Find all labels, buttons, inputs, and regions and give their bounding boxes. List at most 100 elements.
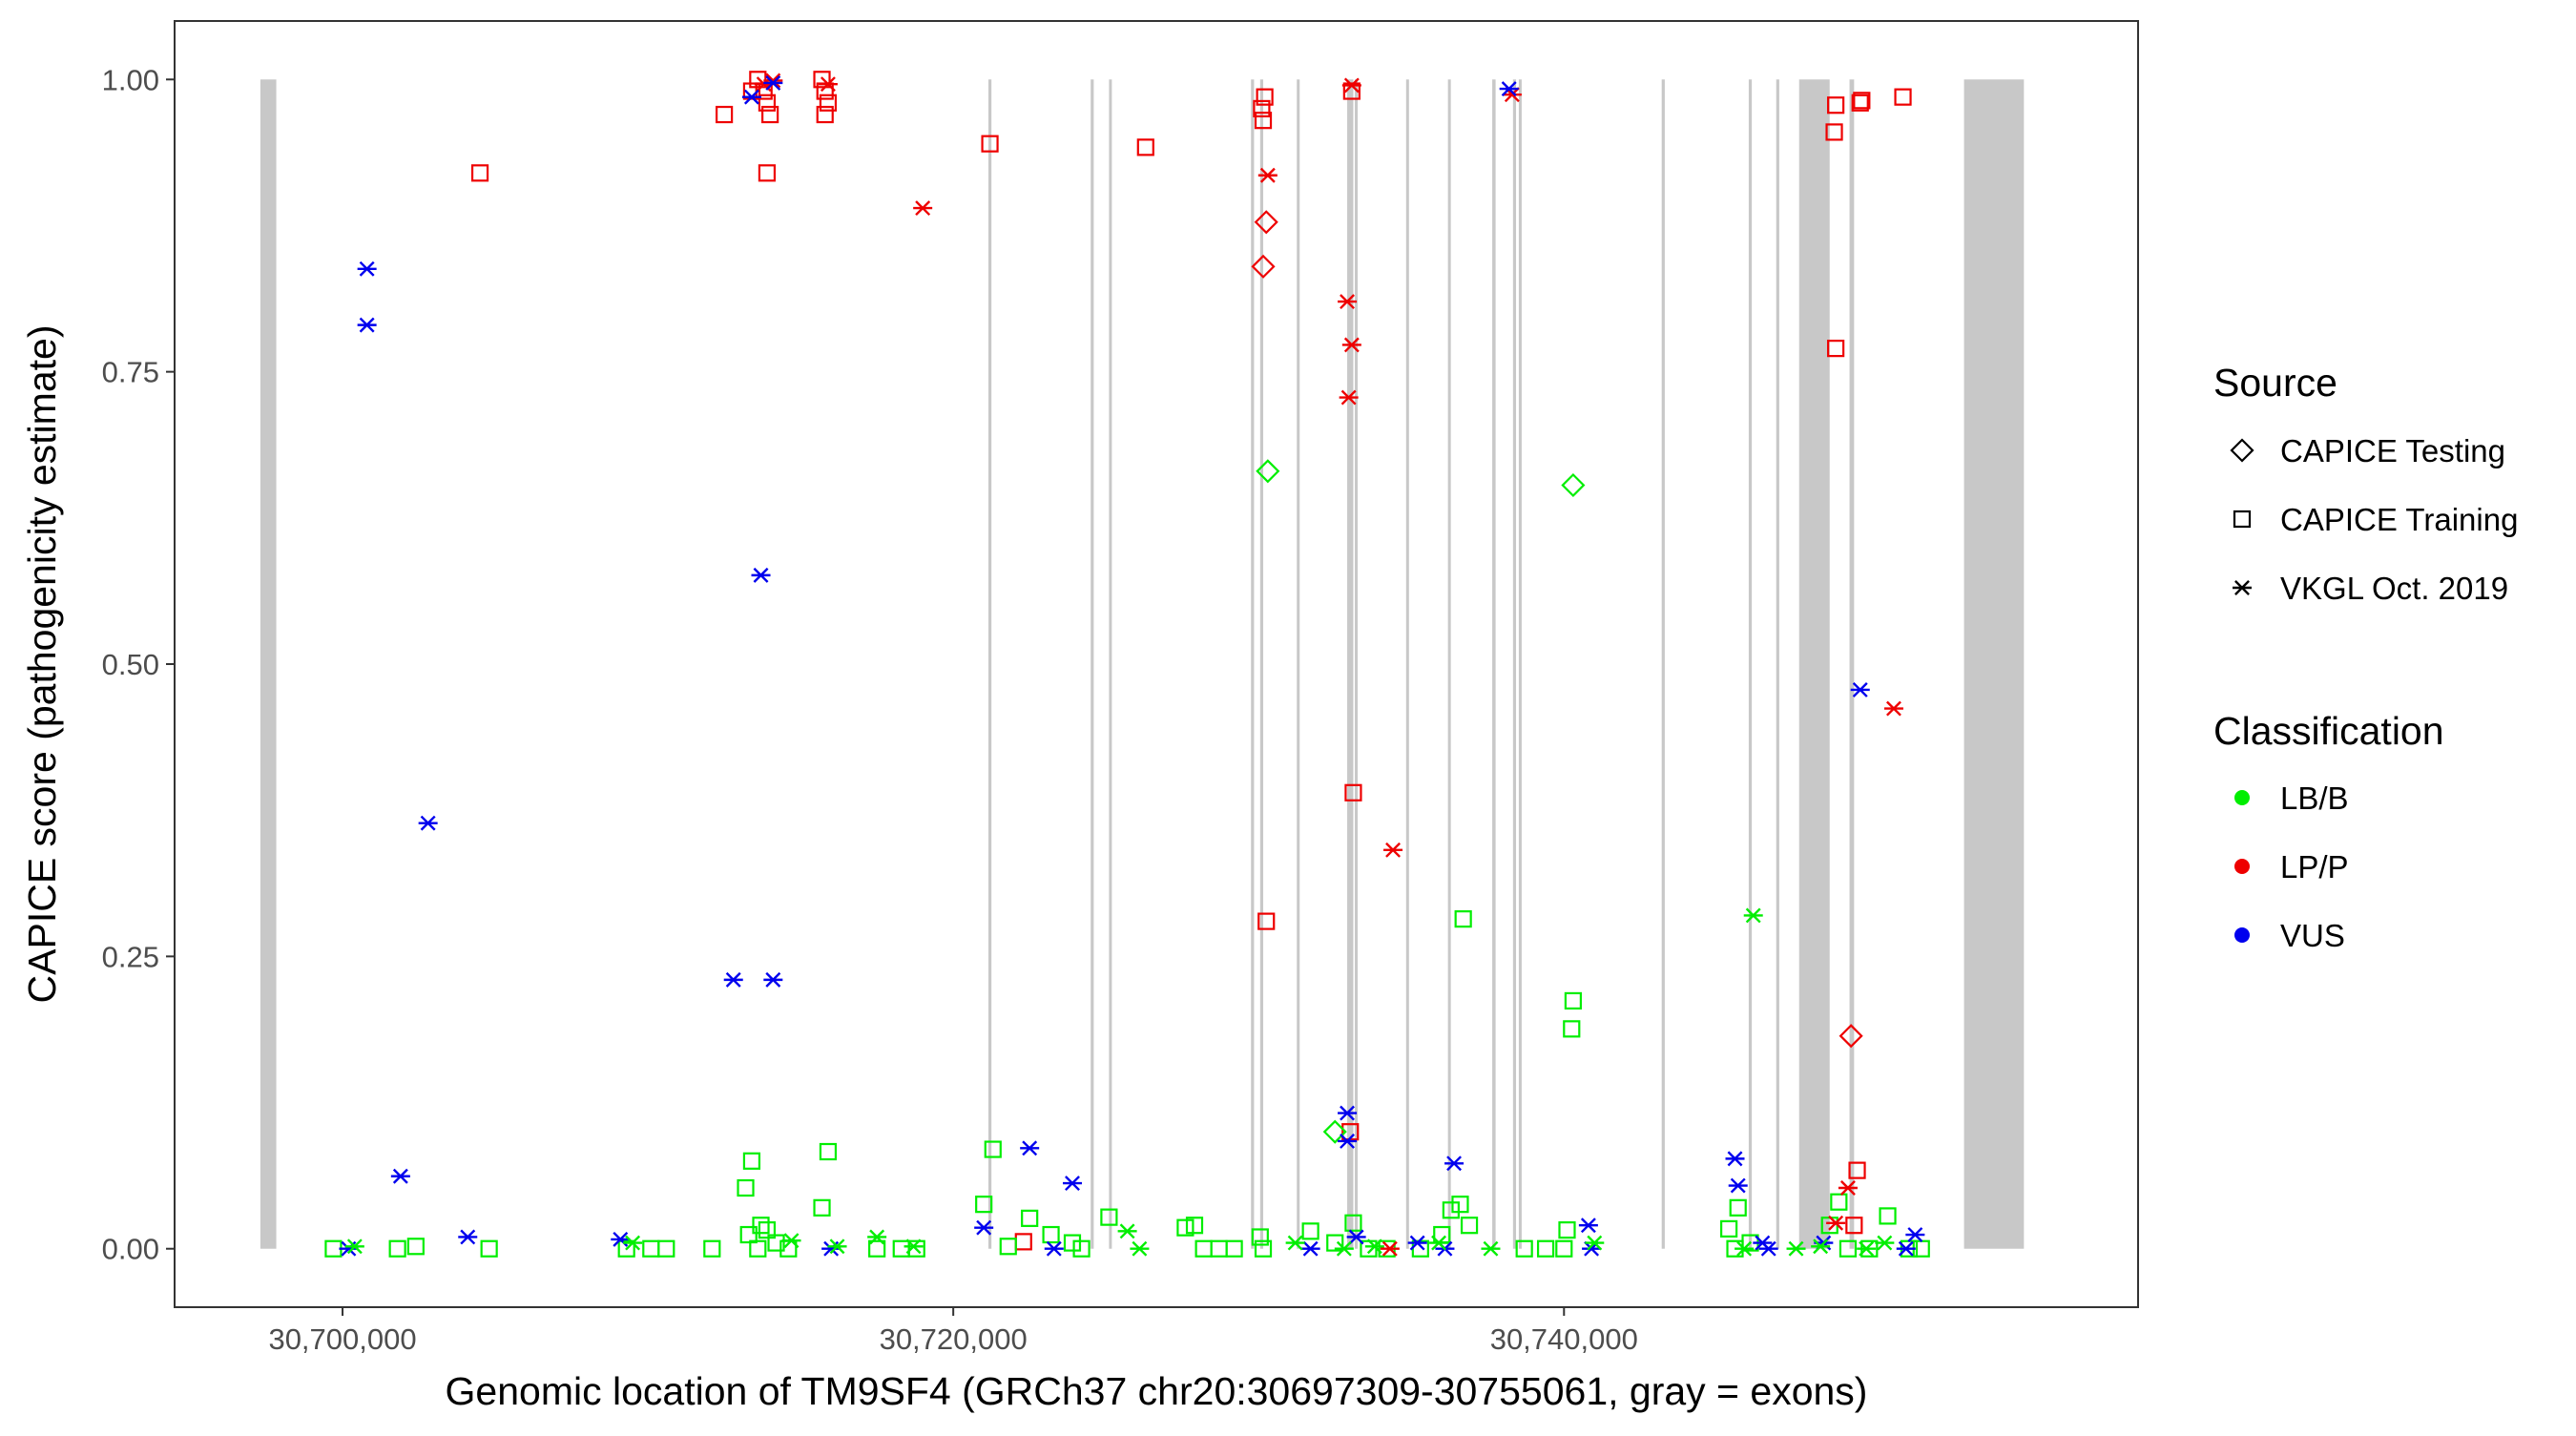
exon-band-15 [1748,79,1753,1249]
point-square-LBB-73 [1442,1201,1460,1219]
point-square-LBB-51 [975,1196,993,1214]
exon-band-19 [1963,79,2025,1249]
point-square-LBB-43 [767,1234,785,1252]
legend-source-label-0: CAPICE Testing [2280,433,2505,468]
y-tick-label-1: 0.25 [102,940,159,973]
point-square-LPP-2 [742,82,761,100]
point-asterisk-LBB-68 [1857,1240,1877,1257]
point-square-LBB-52 [984,1140,1002,1158]
y-tick-label-0: 0.00 [102,1233,159,1266]
y-tick-label-4: 1.00 [102,63,159,96]
x-tick-label-2: 30,740,000 [1490,1322,1638,1356]
legend-source-key-0 [2230,438,2254,463]
point-asterisk-LBB-65 [1743,907,1763,924]
legend-source-key-2 [2233,580,2252,595]
point-square-LBB-42 [758,1221,777,1239]
point-square-LPP-22 [1825,123,1843,141]
exon-band-3 [1109,79,1112,1249]
y-tick-label-2: 0.50 [102,648,159,681]
point-asterisk-VUS-19 [723,971,743,988]
point-asterisk-VUS-34 [1338,1134,1358,1149]
point-asterisk-LBB-69 [1875,1235,1895,1251]
point-asterisk-LPP-8 [1339,389,1359,406]
point-square-LBB-74 [1451,1196,1469,1214]
point-square-LBB-57 [1072,1239,1091,1258]
legend-source-label-2: VKGL Oct. 2019 [2280,571,2508,606]
point-square-LBB-59 [1176,1218,1195,1237]
point-asterisk-LBB-61 [1429,1235,1449,1251]
point-asterisk-VUS-36 [1407,1235,1427,1251]
point-square-LPP-25 [1894,88,1912,106]
point-asterisk-VUS-26 [763,75,783,91]
point-asterisk-VUS-45 [1758,1240,1778,1257]
point-square-LBB-39 [742,1152,761,1170]
point-square-LBB-67 [1326,1234,1344,1252]
point-asterisk-LPP-4 [1257,167,1278,183]
point-square-LBB-83 [1720,1219,1738,1238]
point-asterisk-VUS-15 [357,260,377,277]
point-square-LBB-56 [1063,1234,1082,1252]
point-square-LPP-23 [1851,94,1869,112]
legend-source-title: Source [2213,361,2337,405]
y-axis-label: CAPICE score (pathogenicity estimate) [20,325,64,1004]
point-asterisk-LBB-57 [1130,1240,1150,1257]
plot-background [175,21,2138,1307]
point-asterisk-VUS-23 [458,1229,478,1245]
point-square-LPP-3 [749,71,767,89]
point-square-LPP-10 [819,94,838,112]
legend-source-items: CAPICE Testing CAPICE Training VKGL Oct. 2… [2230,433,2518,606]
point-square-LBB-31 [388,1239,406,1258]
data-points [324,71,1930,1258]
point-asterisk-VUS-48 [1896,1240,1916,1257]
legend-class-key-1 [2234,859,2250,874]
point-asterisk-LPP-12 [1838,1180,1858,1196]
point-square-LPP-7 [758,164,777,182]
point-square-LBB-87 [1830,1193,1848,1211]
point-square-LBB-45 [819,1142,838,1161]
point-asterisk-VUS-43 [1728,1177,1748,1194]
point-square-LPP-19 [1344,783,1362,801]
point-square-LBB-33 [480,1239,498,1258]
axes: 0.00 0.25 0.50 0.75 1.00 30,700,000 30,720,000… [102,63,1638,1356]
point-square-LBB-66 [1301,1222,1319,1240]
exon-band-2 [1091,79,1094,1249]
point-asterisk-LBB-62 [1481,1240,1501,1257]
point-square-LPP-6 [761,105,779,124]
exon-band-11 [1492,79,1496,1249]
point-asterisk-LBB-63 [1585,1235,1605,1251]
point-asterisk-VUS-33 [1338,1105,1358,1121]
point-asterisk-VUS-38 [1444,1155,1465,1172]
point-asterisk-VUS-40 [1578,1217,1598,1234]
point-asterisk-LBB-51 [623,1235,643,1251]
legend-source-label-1: CAPICE Training [2280,502,2518,537]
point-square-LBB-32 [406,1238,425,1256]
point-diamond-LPP-0 [1254,210,1278,235]
point-diamond-LBB-4 [1561,472,1586,498]
point-asterisk-VUS-29 [1020,1140,1040,1156]
point-asterisk-LBB-55 [904,1238,924,1255]
legend-class-label-2: VUS [2280,918,2345,953]
point-square-LPP-21 [1827,96,1845,114]
point-asterisk-LPP-3 [913,200,933,217]
point-asterisk-VUS-42 [1725,1151,1745,1167]
point-square-LPP-8 [813,71,831,89]
point-square-LBB-58 [1100,1208,1118,1226]
point-asterisk-VUS-21 [390,1168,410,1184]
point-asterisk-LBB-53 [827,1238,847,1255]
point-square-LBB-76 [1460,1217,1479,1235]
point-square-LPP-0 [470,164,489,182]
point-asterisk-LBB-52 [781,1233,801,1249]
point-square-LBB-75 [1454,910,1472,928]
point-square-LBB-38 [737,1178,755,1197]
legend: Source CAPICE Testing CAPICE Training VKGL… [2213,361,2518,953]
exon-band-8 [1355,79,1359,1249]
point-asterisk-LBB-67 [1811,1238,1831,1255]
exon-band-5 [1259,79,1264,1249]
exon-band-0 [260,79,277,1249]
point-asterisk-VUS-25 [741,89,761,105]
point-square-LBB-81 [1563,1020,1581,1038]
point-square-LBB-46 [749,1239,767,1258]
point-asterisk-VUS-16 [357,317,377,333]
